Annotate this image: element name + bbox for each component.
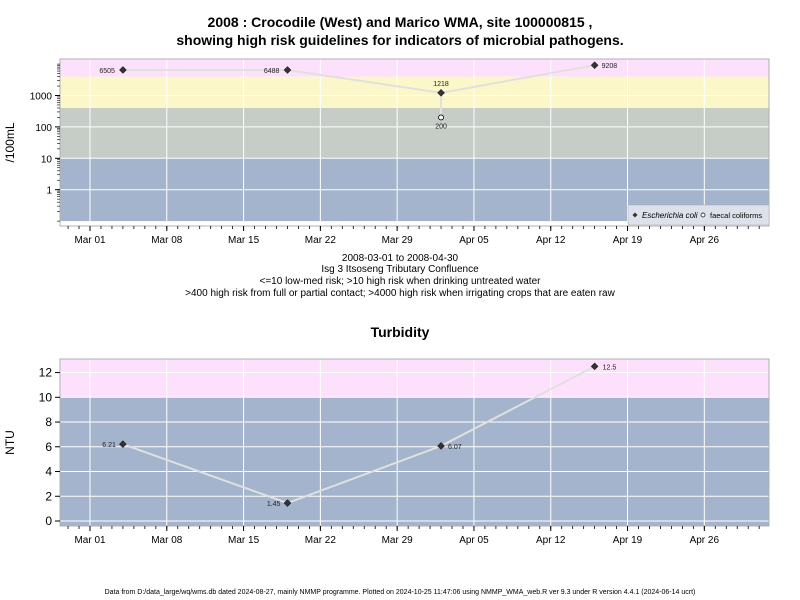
data-label: 6.21 <box>102 442 116 449</box>
y-tick-label: 6 <box>45 440 52 454</box>
x-tick-label: Mar 08 <box>151 235 183 246</box>
risk-band <box>60 397 769 526</box>
x-tick-label: Mar 08 <box>151 535 183 546</box>
y-tick-label: 12 <box>39 366 53 380</box>
data-label: 6505 <box>99 68 115 75</box>
main-title-line-2: showing high risk guidelines for indicat… <box>176 32 624 48</box>
main-title-line-1: 2008 : Crocodile (West) and Marico WMA, … <box>207 14 593 30</box>
legend-label-faecal: faecal coliforms <box>710 211 762 220</box>
x-tick-label: Mar 01 <box>74 535 106 546</box>
series-line <box>122 365 596 505</box>
x-tick-label: Apr 05 <box>459 535 489 546</box>
data-point-marker <box>283 66 292 74</box>
x-tick-label: Mar 15 <box>228 235 260 246</box>
plot-border <box>59 358 770 527</box>
microbial-chart: Mar 01 Mar 08 Mar 15 Mar 22 Mar 29 Apr 05 Apr … <box>3 58 770 246</box>
x-tick-label: Apr 26 <box>690 535 720 546</box>
x-tick-label: Mar 22 <box>305 535 337 546</box>
plot-border <box>59 58 770 227</box>
x-tick-label: Mar 15 <box>228 535 260 546</box>
x-tick-label: Mar 29 <box>382 235 414 246</box>
risk-band <box>60 359 769 398</box>
data-point-marker-open <box>438 114 444 121</box>
y-tick-label: 4 <box>45 465 52 479</box>
data-point-marker <box>119 66 127 74</box>
data-point-marker <box>590 362 599 371</box>
risk-band <box>60 107 769 159</box>
risk-caption-2: >400 high risk from full or partial cont… <box>185 288 615 299</box>
data-point-marker <box>283 499 292 507</box>
x-tick-label: Mar 29 <box>382 535 414 546</box>
x-tick-label: Apr 26 <box>690 235 720 246</box>
legend-marker-faecal <box>700 212 706 218</box>
y-tick-label: 10 <box>41 154 53 165</box>
data-point-marker <box>437 88 445 97</box>
series-line <box>122 64 595 94</box>
data-point-marker <box>590 61 599 70</box>
data-label: 200 <box>435 123 447 130</box>
legend-box <box>627 204 770 226</box>
data-label: 9208 <box>602 63 618 70</box>
data-label: 12.5 <box>603 364 617 371</box>
y-tick-label: 2 <box>45 489 52 503</box>
legend-label-ecoli: Escherichia coli <box>642 211 698 220</box>
y-axis-label: /100mL <box>3 122 17 162</box>
y-tick-label: 100 <box>35 123 52 134</box>
date-range-caption: 2008-03-01 to 2008-04-30 <box>341 253 459 264</box>
turbidity-chart: Mar 01 Mar 08 Mar 15 Mar 22 Mar 29 Apr 05 Apr … <box>3 358 770 546</box>
x-tick-label: Apr 19 <box>613 535 643 546</box>
x-tick-label: Apr 12 <box>536 535 566 546</box>
risk-caption-1: <=10 low-med risk; >10 high risk when dr… <box>259 276 541 287</box>
x-tick-label: Apr 19 <box>613 235 643 246</box>
legend-marker-ecoli <box>632 212 638 218</box>
x-tick-label: Mar 01 <box>74 235 106 246</box>
y-tick-label: 1 <box>46 186 52 197</box>
data-label: 1.45 <box>267 501 281 508</box>
risk-band <box>60 59 769 77</box>
turbidity-title: Turbidity <box>370 324 430 340</box>
data-point-marker <box>437 442 445 450</box>
y-axis-label: NTU <box>3 430 17 455</box>
data-source-footer: Data from D:/data_large/wq/wms.db dated … <box>104 589 696 596</box>
data-label: 1218 <box>433 81 449 88</box>
x-tick-label: Apr 12 <box>536 235 566 246</box>
y-tick-label: 8 <box>45 415 52 429</box>
data-label: 6.07 <box>448 444 462 451</box>
data-label: 6488 <box>264 68 280 75</box>
risk-band <box>60 76 769 108</box>
x-tick-label: Apr 05 <box>459 235 489 246</box>
y-tick-label: 10 <box>39 390 53 404</box>
y-tick-label: 0 <box>45 514 52 528</box>
y-tick-label: 1000 <box>30 92 53 103</box>
data-point-marker <box>119 440 127 449</box>
site-name-caption: Isg 3 Itsoseng Tributary Confluence <box>321 264 479 275</box>
x-tick-label: Mar 22 <box>305 235 337 246</box>
